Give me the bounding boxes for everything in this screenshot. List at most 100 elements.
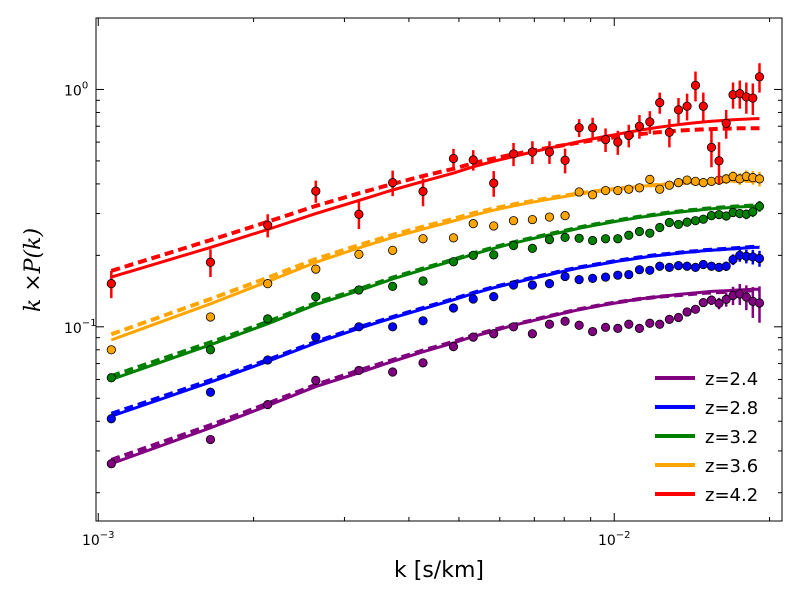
data-point-z-3-2 [754, 201, 765, 211]
data-point-z-3-6 [706, 176, 717, 186]
legend: z=2.4 z=2.8 z=3.2 z=3.6 z=4.2 [655, 369, 758, 506]
data-point-z-3-6 [448, 233, 459, 243]
data-point-z-2-4 [741, 292, 751, 302]
y-axis-label: k ×P(k) [21, 228, 46, 312]
data-point-z-3-6 [613, 185, 623, 196]
data-point-z-2-8 [645, 265, 655, 275]
data-point-z-4-2 [263, 220, 273, 230]
data-point-z-4-2 [205, 257, 216, 267]
data-point-z-2-8 [698, 259, 708, 270]
data-point-z-3-6 [698, 178, 708, 188]
data-point-z-3-2 [489, 250, 499, 260]
data-point-z-4-2 [600, 134, 611, 145]
data-point-z-2-4 [698, 297, 708, 308]
data-point-z-3-6 [527, 214, 537, 225]
data-point-z-2-4 [754, 298, 765, 308]
data-point-z-4-2 [388, 178, 398, 188]
legend-label: z=3.2 [705, 427, 758, 448]
data-point-z-3-2 [418, 276, 428, 286]
data-point-z-3-6 [664, 180, 674, 190]
axes-frame [95, 17, 783, 522]
data-point-z-2-8 [527, 280, 537, 290]
data-point-z-3-2 [560, 232, 570, 243]
data-point-z-4-2 [613, 137, 623, 147]
data-point-z-2-8 [721, 261, 731, 271]
data-point-z-3-6 [106, 345, 116, 355]
model-solid-z-2-8 [110, 245, 760, 418]
data-point-z-3-6 [673, 178, 684, 188]
data-point-z-4-2 [673, 105, 684, 115]
data-point-z-3-2 [388, 281, 398, 291]
data-point-z-2-4 [706, 295, 717, 305]
data-point-z-3-2 [448, 257, 459, 267]
data-point-z-4-2 [508, 149, 519, 159]
data-point-z-2-8 [673, 261, 684, 271]
data-point-z-2-8 [728, 254, 738, 265]
data-point-z-3-2 [624, 230, 634, 240]
data-point-z-2-4 [634, 323, 645, 333]
data-point-z-3-2 [690, 216, 701, 226]
data-point-z-3-2 [706, 211, 717, 221]
data-point-z-3-6 [574, 187, 584, 197]
data-point-z-2-4 [560, 316, 570, 326]
data-point-z-2-4 [489, 329, 499, 339]
data-point-z-3-6 [468, 219, 478, 229]
data-point-z-2-4 [721, 294, 731, 304]
data-point-z-2-8 [682, 261, 692, 271]
legend-label: z=3.6 [705, 456, 758, 477]
data-point-z-4-2 [418, 186, 428, 196]
data-point-z-2-8 [706, 261, 717, 271]
data-point-z-3-6 [754, 174, 765, 184]
data-point-z-3-2 [613, 234, 623, 244]
data-point-z-4-2 [690, 80, 701, 91]
data-point-z-4-2 [682, 101, 692, 111]
data-point-z-2-4 [263, 400, 273, 410]
data-point-z-2-8 [544, 279, 555, 289]
data-point-z-3-6 [508, 216, 519, 226]
data-point-z-2-4 [613, 323, 623, 333]
data-point-z-4-2 [748, 93, 758, 103]
data-point-z-4-2 [560, 155, 570, 165]
data-point-z-3-6 [600, 185, 611, 196]
data-point-z-2-8 [560, 271, 570, 282]
data-point-z-4-2 [354, 209, 364, 219]
data-point-z-4-2 [527, 147, 537, 157]
data-point-z-2-4 [354, 365, 364, 376]
data-point-z-3-6 [645, 174, 655, 184]
data-point-z-3-6 [560, 211, 570, 221]
model-solid-z-3-2 [110, 204, 760, 381]
data-point-z-3-6 [489, 221, 499, 231]
data-point-z-2-4 [682, 307, 692, 317]
data-point-z-3-6 [418, 234, 428, 244]
data-point-z-3-2 [205, 345, 216, 355]
data-point-z-2-4 [205, 434, 216, 445]
data-point-z-2-4 [448, 342, 459, 352]
data-point-z-2-8 [574, 275, 584, 285]
data-point-z-3-6 [388, 245, 398, 255]
data-point-z-4-2 [574, 123, 584, 133]
data-point-z-2-4 [508, 322, 519, 332]
data-point-z-3-2 [673, 219, 684, 230]
data-point-z-3-6 [682, 175, 692, 185]
data-point-z-3-2 [664, 217, 674, 228]
data-point-z-3-2 [645, 228, 655, 238]
tick-marks [96, 18, 782, 521]
data-point-z-2-4 [588, 326, 598, 337]
data-point-z-4-2 [468, 155, 478, 165]
data-point-z-3-6 [655, 184, 665, 194]
data-point-z-4-2 [448, 153, 459, 164]
x-tick-label: 10−3 [82, 530, 115, 549]
data-point-z-4-2 [645, 117, 655, 127]
data-point-z-2-8 [613, 270, 623, 280]
data-point-z-2-8 [106, 414, 116, 424]
data-point-z-4-2 [698, 101, 708, 111]
data-point-z-4-2 [588, 123, 598, 133]
data-point-z-2-4 [600, 322, 611, 332]
data-point-z-4-2 [664, 127, 674, 137]
data-point-z-3-6 [354, 249, 364, 259]
data-point-z-2-8 [489, 292, 499, 302]
data-point-z-2-4 [418, 358, 428, 368]
data-point-z-2-8 [418, 316, 428, 326]
model-dashed-z-3-6 [110, 178, 760, 337]
data-point-z-3-6 [588, 190, 598, 200]
